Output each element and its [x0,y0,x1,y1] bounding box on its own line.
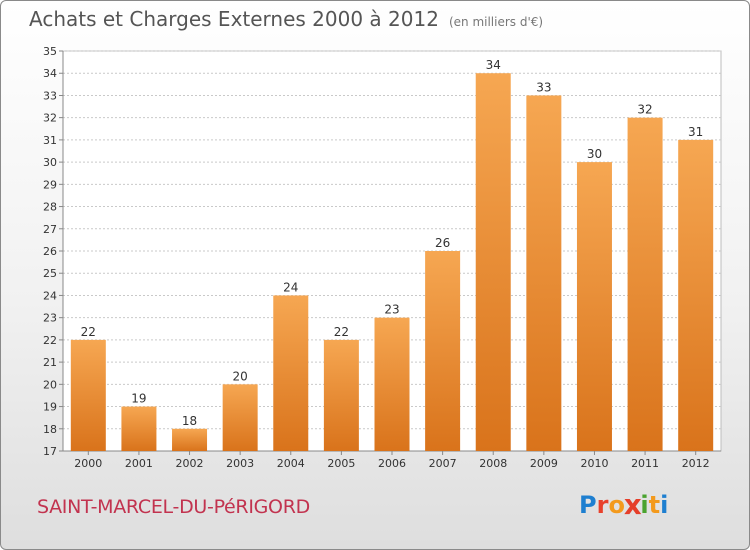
y-tick-label: 26 [43,245,57,258]
x-tick-label: 2010 [580,457,608,470]
chart-title-text: Achats et Charges Externes 2000 à 2012 [29,7,439,31]
bar [526,95,562,451]
bar-value-label: 22 [81,325,96,339]
x-tick-label: 2003 [226,457,254,470]
x-tick-label: 2002 [176,457,204,470]
y-tick-label: 31 [43,134,57,147]
bar-value-label: 31 [688,125,703,139]
chart-subtitle: (en milliers d'€) [448,15,544,29]
bar [576,162,612,451]
bar [172,428,208,451]
chart-title: Achats et Charges Externes 2000 à 2012 (e… [29,7,543,31]
commune-name: SAINT-MARCEL-DU-PéRIGORD [37,496,310,518]
x-tick-label: 2011 [631,457,659,470]
x-tick-label: 2000 [74,457,102,470]
y-tick-label: 25 [43,267,57,280]
x-tick-label: 2012 [682,457,710,470]
x-tick-label: 2004 [277,457,305,470]
y-tick-label: 18 [43,423,57,436]
bar-value-label: 33 [536,80,551,94]
bar-value-label: 19 [131,392,146,406]
y-tick-label: 19 [43,401,57,414]
logo-letter: t [648,491,661,519]
logo-letter: P [579,491,597,519]
bar-value-label: 30 [587,147,602,161]
logo-letter: x [623,488,642,522]
x-tick-label: 2001 [125,457,153,470]
bar [627,117,663,452]
bar-value-label: 18 [182,414,197,428]
bar [425,251,461,451]
logo-letter: o [608,491,625,519]
proxiti-logo[interactable]: Proxiti [579,488,669,522]
y-tick-label: 35 [43,45,57,58]
x-tick-label: 2009 [530,457,558,470]
x-tick-label: 2007 [429,457,457,470]
bar [374,317,410,451]
bar [475,73,511,451]
bar [121,406,157,451]
y-tick-label: 24 [43,289,57,302]
y-tick-label: 21 [43,356,57,369]
bar-value-label: 23 [384,303,399,317]
y-tick-label: 32 [43,112,57,125]
y-tick-label: 27 [43,223,57,236]
bar [678,139,714,451]
bar-value-label: 34 [486,58,501,72]
y-tick-label: 28 [43,201,57,214]
x-tick-label: 2006 [378,457,406,470]
logo-letter: i [660,491,669,519]
y-tick-label: 34 [43,67,57,80]
y-tick-label: 33 [43,89,57,102]
y-tick-label: 22 [43,334,57,347]
x-tick-label: 2008 [479,457,507,470]
bar [273,295,309,451]
y-tick-label: 29 [43,178,57,191]
y-tick-label: 20 [43,378,57,391]
logo-letter: r [596,491,609,519]
y-tick-label: 30 [43,156,57,169]
bar [323,339,359,451]
bar-value-label: 24 [283,280,298,294]
logo-letter: i [640,491,649,519]
bar [222,384,258,451]
x-tick-label: 2005 [327,457,355,470]
bar-value-label: 20 [233,369,248,383]
y-tick-label: 17 [43,445,57,458]
bar-value-label: 32 [637,103,652,117]
bar [70,339,106,451]
bar-value-label: 22 [334,325,349,339]
y-tick-label: 23 [43,312,57,325]
bar-value-label: 26 [435,236,450,250]
